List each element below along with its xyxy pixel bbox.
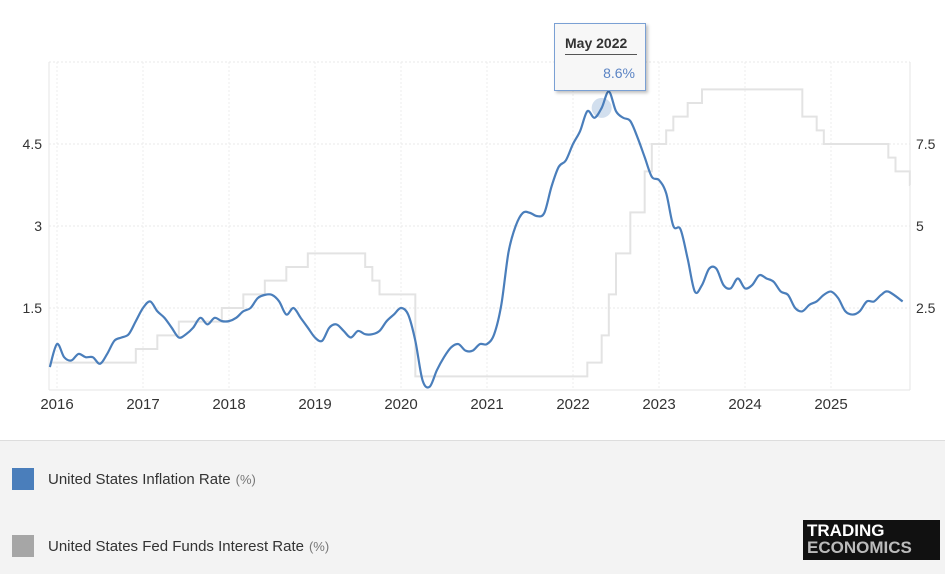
x-tick-label: 2022 bbox=[556, 396, 589, 413]
tooltip-title: May 2022 bbox=[565, 35, 637, 55]
right-tick-label: 5 bbox=[916, 218, 924, 234]
legend-label: United States Fed Funds Interest Rate bbox=[48, 537, 304, 555]
right-tick-label: 7.5 bbox=[916, 136, 936, 152]
x-tick-label: 2020 bbox=[384, 396, 417, 413]
x-tick-label: 2023 bbox=[642, 396, 675, 413]
legend-swatch-fed-funds bbox=[12, 535, 34, 557]
legend-swatch-inflation bbox=[12, 468, 34, 490]
legend-unit: (%) bbox=[308, 538, 330, 554]
logo-line2: ECONOMICS bbox=[807, 538, 912, 557]
trading-economics-logo[interactable]: TRADING ECONOMICS bbox=[803, 520, 940, 560]
x-tick-label: 2024 bbox=[728, 396, 761, 413]
x-tick-label: 2016 bbox=[40, 396, 73, 413]
x-tick-label: 2021 bbox=[470, 396, 503, 413]
chart-area: 2016 2017 2018 2019 2020 2021 2022 2023 2024 2025… bbox=[23, 61, 936, 413]
x-tick-label: 2019 bbox=[298, 396, 331, 413]
x-tick-label: 2018 bbox=[212, 396, 245, 413]
left-tick-label: 1.5 bbox=[23, 300, 43, 316]
legend: United States Inflation Rate (%) United … bbox=[0, 440, 945, 574]
x-tick-label: 2017 bbox=[126, 396, 159, 413]
legend-label: United States Inflation Rate bbox=[48, 470, 231, 488]
right-tick-label: 2.5 bbox=[916, 300, 936, 316]
legend-item-fed-funds[interactable]: United States Fed Funds Interest Rate (%… bbox=[12, 535, 329, 557]
inflation-line bbox=[48, 90, 904, 389]
fed-funds-line bbox=[49, 88, 911, 378]
left-tick-label: 3 bbox=[34, 218, 42, 234]
x-tick-label: 2025 bbox=[814, 396, 847, 413]
tooltip: May 2022 8.6% bbox=[554, 23, 646, 91]
left-tick-label: 4.5 bbox=[23, 136, 43, 152]
legend-item-inflation[interactable]: United States Inflation Rate (%) bbox=[12, 468, 256, 490]
logo-line1: TRADING bbox=[807, 521, 885, 540]
tooltip-value: 8.6% bbox=[603, 65, 635, 81]
hover-marker bbox=[591, 97, 612, 118]
legend-unit: (%) bbox=[235, 471, 256, 487]
